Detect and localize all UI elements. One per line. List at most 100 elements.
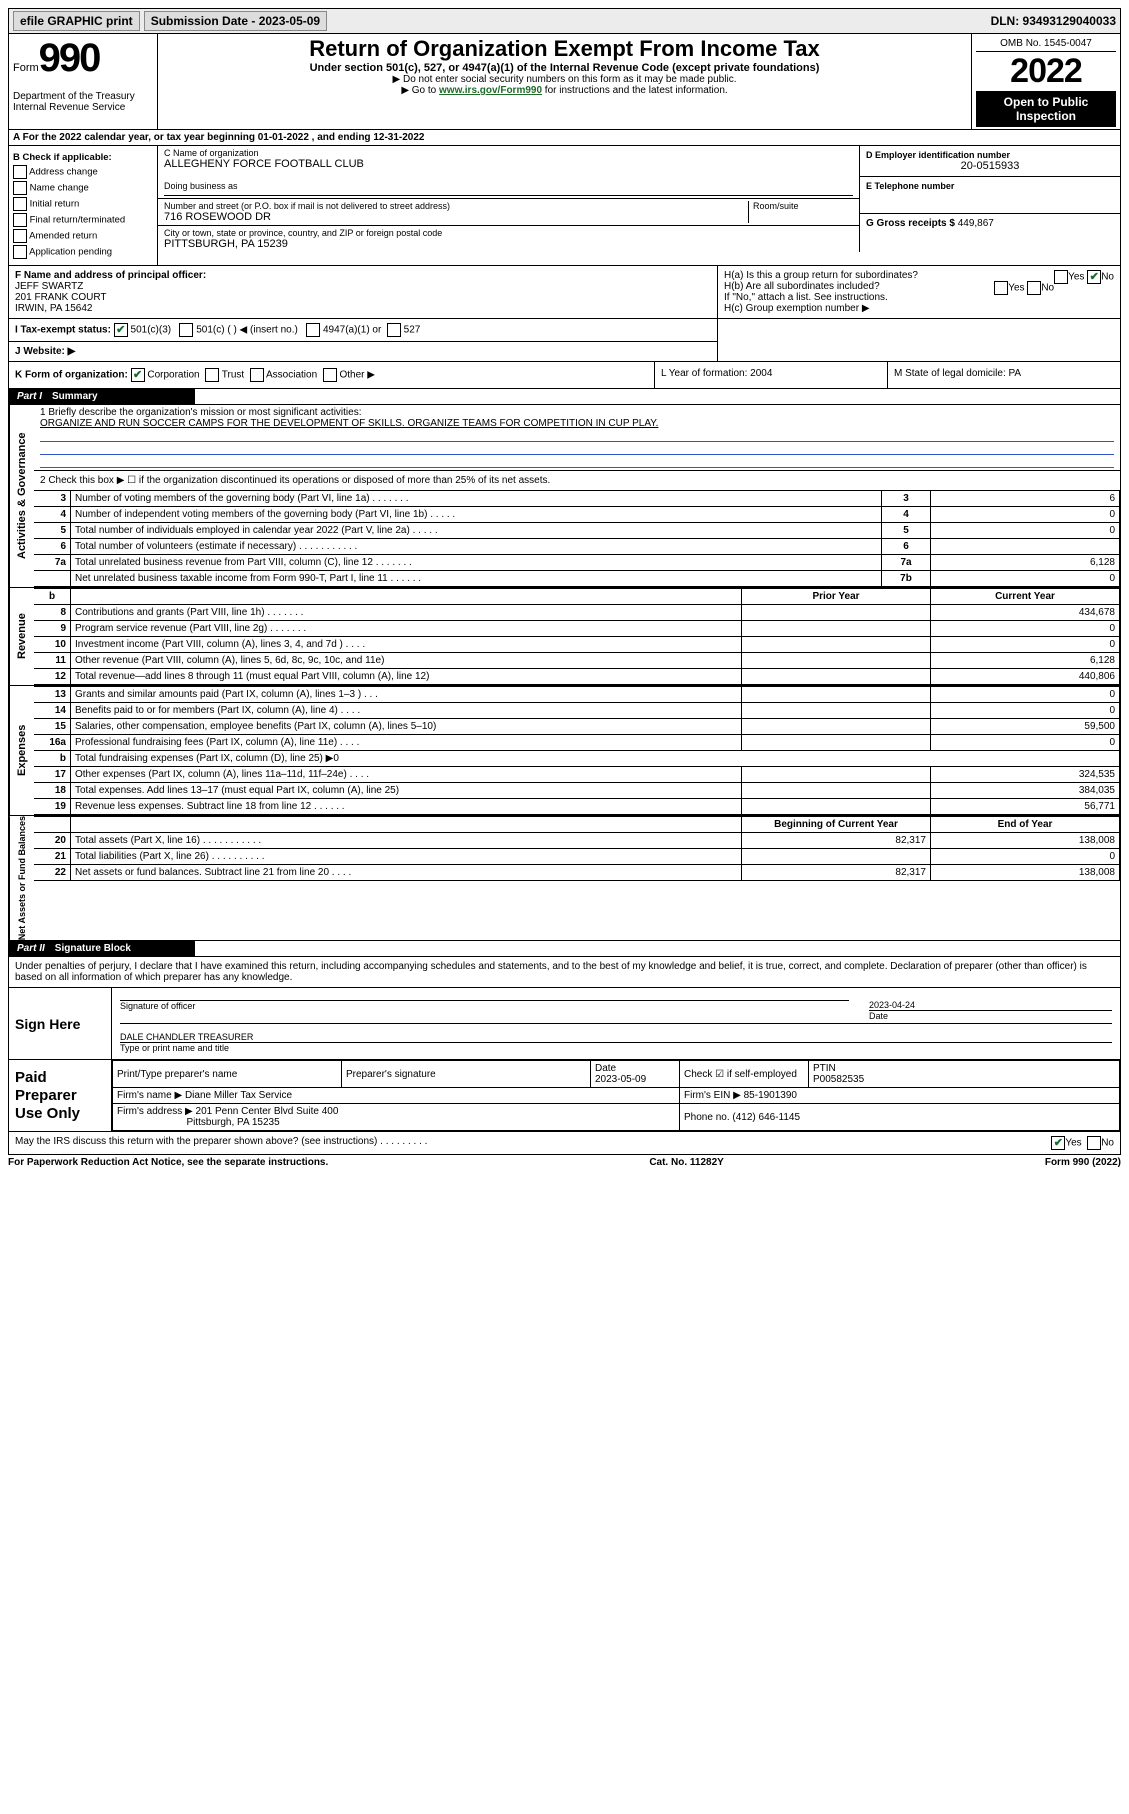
checkbox-amended[interactable]: [13, 229, 27, 243]
h-a-yes[interactable]: [1054, 270, 1068, 284]
form-note1: ▶ Do not enter social security numbers o…: [162, 74, 967, 85]
checkbox-app-pending[interactable]: [13, 245, 27, 259]
cb-corp[interactable]: [131, 368, 145, 382]
cb-trust[interactable]: [205, 368, 219, 382]
checkbox-address-change[interactable]: [13, 165, 27, 179]
firm-addr2: Pittsburgh, PA 15235: [186, 1117, 279, 1128]
h-b-yes[interactable]: [994, 281, 1008, 295]
firm-ein: 85-1901390: [744, 1090, 797, 1101]
table-row: 17Other expenses (Part IX, column (A), l…: [34, 767, 1120, 783]
sig-officer-label: Signature of officer: [120, 1000, 849, 1011]
firm-name-label: Firm's name ▶: [117, 1090, 182, 1101]
firm-addr-label: Firm's address ▶: [117, 1106, 193, 1117]
row-a-tax-year: A For the 2022 calendar year, or tax yea…: [8, 130, 1121, 146]
side-label-revenue: Revenue: [9, 588, 34, 685]
perjury-statement: Under penalties of perjury, I declare th…: [8, 957, 1121, 988]
form-number-box: Form990 Department of the Treasury Inter…: [9, 34, 158, 129]
row-f-h: F Name and address of principal officer:…: [8, 266, 1121, 319]
cb-501c3[interactable]: [114, 323, 128, 337]
line-2: 2 Check this box ▶ ☐ if the organization…: [34, 471, 1120, 490]
form-header: Form990 Department of the Treasury Inter…: [8, 34, 1121, 130]
table-row: 14Benefits paid to or for members (Part …: [34, 703, 1120, 719]
checkbox-name-change[interactable]: [13, 181, 27, 195]
tax-year: 2022: [976, 52, 1116, 91]
table-row: 13Grants and similar amounts paid (Part …: [34, 687, 1120, 703]
note2-suffix: for instructions and the latest informat…: [542, 85, 728, 96]
city-label: City or town, state or province, country…: [164, 228, 853, 238]
discuss-text: May the IRS discuss this return with the…: [15, 1136, 1051, 1150]
h-a-label: H(a) Is this a group return for subordin…: [724, 270, 918, 281]
mission-block: 1 Briefly describe the organization's mi…: [34, 405, 1120, 471]
col-b-label: B Check if applicable:: [13, 152, 153, 163]
revenue-table: b Prior Year Current Year 8Contributions…: [34, 588, 1120, 685]
dln-label: DLN: 93493129040033: [991, 14, 1116, 28]
h-b-note: If "No," attach a list. See instructions…: [724, 292, 1114, 303]
discuss-no[interactable]: [1087, 1136, 1101, 1150]
row-i-j: I Tax-exempt status: 501(c)(3) 501(c) ( …: [8, 319, 1121, 362]
row-m: M State of legal domicile: PA: [887, 362, 1120, 388]
form990-link[interactable]: www.irs.gov/Form990: [439, 85, 542, 96]
opt-trust: Trust: [222, 370, 244, 381]
checkbox-final-return[interactable]: [13, 213, 27, 227]
cb-other[interactable]: [323, 368, 337, 382]
form-word: Form: [13, 62, 39, 74]
rev-th-b: b: [34, 589, 71, 605]
officer-name-label: Type or print name and title: [120, 1042, 1112, 1053]
netassets-block: Net Assets or Fund Balances Beginning of…: [8, 816, 1121, 941]
prep-col-2: Date: [595, 1063, 616, 1074]
phone-value: (412) 646-1145: [732, 1112, 800, 1123]
row-l: L Year of formation: 2004: [654, 362, 887, 388]
cb-label-3: Final return/terminated: [30, 215, 126, 226]
table-row: 19Revenue less expenses. Subtract line 1…: [34, 799, 1120, 815]
cb-assoc[interactable]: [250, 368, 264, 382]
cb-4947[interactable]: [306, 323, 320, 337]
sign-here-label: Sign Here: [9, 988, 112, 1059]
footer-left: For Paperwork Reduction Act Notice, see …: [8, 1157, 328, 1168]
opt-other: Other ▶: [339, 370, 374, 381]
side-label-netassets: Net Assets or Fund Balances: [9, 816, 34, 940]
officer-line-1: 201 FRANK COURT: [15, 292, 711, 303]
part-i-header: Part I Summary: [9, 389, 195, 404]
table-row: 18Total expenses. Add lines 13–17 (must …: [34, 783, 1120, 799]
table-row: Net unrelated business taxable income fr…: [34, 571, 1120, 587]
phone-label: Phone no.: [684, 1112, 730, 1123]
table-row: 15Salaries, other compensation, employee…: [34, 719, 1120, 735]
form-note2: ▶ Go to www.irs.gov/Form990 for instruct…: [162, 85, 967, 96]
form-number: 990: [39, 36, 100, 80]
prep-col-1: Preparer's signature: [342, 1061, 591, 1088]
discuss-yes[interactable]: [1051, 1136, 1065, 1150]
expenses-table: 13Grants and similar amounts paid (Part …: [34, 686, 1120, 815]
header-right: OMB No. 1545-0047 2022 Open to Public In…: [971, 34, 1120, 129]
cb-527[interactable]: [387, 323, 401, 337]
cb-501c[interactable]: [179, 323, 193, 337]
mission-text: ORGANIZE AND RUN SOCCER CAMPS FOR THE DE…: [40, 418, 1114, 429]
opt-527: 527: [404, 325, 421, 336]
box-f-label: F Name and address of principal officer:: [15, 270, 711, 281]
prep-col-4: PTIN: [813, 1063, 836, 1074]
city-value: PITTSBURGH, PA 15239: [164, 238, 853, 250]
firm-addr1: 201 Penn Center Blvd Suite 400: [196, 1106, 339, 1117]
h-a-no[interactable]: [1087, 270, 1101, 284]
part-ii-header: Part II Signature Block: [9, 941, 195, 956]
omb-number: OMB No. 1545-0047: [976, 36, 1116, 52]
sign-here-block: Sign Here Signature of officer 2023-04-2…: [8, 988, 1121, 1060]
officer-line-2: IRWIN, PA 15642: [15, 303, 711, 314]
opt-501c: 501(c) ( ) ◀ (insert no.): [196, 325, 298, 336]
dba-label: Doing business as: [164, 181, 853, 191]
table-row: 6Total number of volunteers (estimate if…: [34, 539, 1120, 555]
mission-label: 1 Briefly describe the organization's mi…: [40, 407, 1114, 418]
ptin-value: P00582535: [813, 1074, 864, 1085]
efile-print-button[interactable]: efile GRAPHIC print: [13, 11, 140, 31]
discuss-row: May the IRS discuss this return with the…: [8, 1132, 1121, 1155]
firm-ein-label: Firm's EIN ▶: [684, 1090, 741, 1101]
street-value: 716 ROSEWOOD DR: [164, 211, 748, 223]
submission-date-button[interactable]: Submission Date - 2023-05-09: [144, 11, 327, 31]
opt-assoc: Association: [266, 370, 317, 381]
h-b-no[interactable]: [1027, 281, 1041, 295]
checkbox-initial-return[interactable]: [13, 197, 27, 211]
info-block-top: C Name of organization ALLEGHENY FORCE F…: [158, 146, 1120, 252]
paid-preparer-label: Paid Preparer Use Only: [9, 1060, 112, 1131]
cb-label-1: Name change: [30, 183, 89, 194]
prep-col-0: Print/Type preparer's name: [113, 1061, 342, 1088]
preparer-table: Print/Type preparer's name Preparer's si…: [112, 1060, 1120, 1131]
